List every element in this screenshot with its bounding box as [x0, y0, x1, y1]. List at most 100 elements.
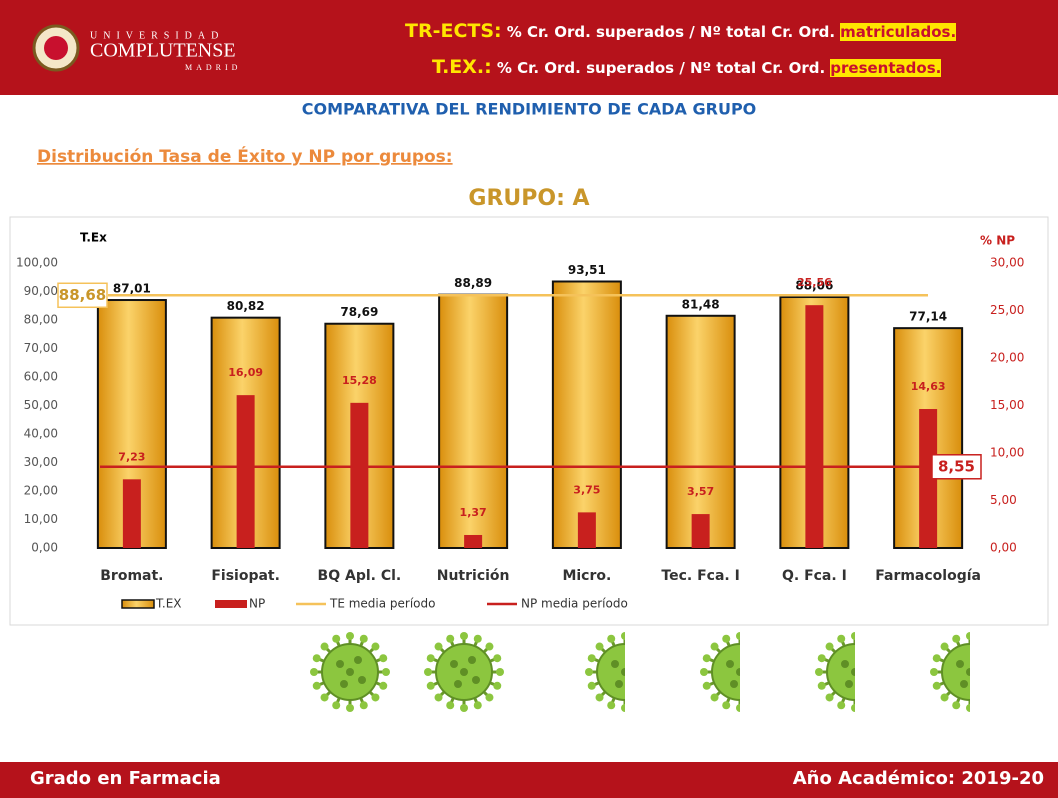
- data-label: 87,01: [113, 282, 151, 296]
- virus-spike-tip: [493, 654, 501, 662]
- y-tick-label: 80,00: [24, 313, 58, 327]
- y-tick-label: 90,00: [24, 284, 58, 298]
- virus-spike-tip: [310, 668, 318, 676]
- data-label: 78,69: [340, 305, 378, 319]
- virus-spot: [726, 660, 734, 668]
- virus-spike-tip: [815, 668, 823, 676]
- virus-spike: [758, 647, 765, 654]
- virus-spike-tip: [435, 693, 443, 701]
- y2-tick-label: 5,00: [990, 493, 1017, 507]
- virus-spike-tip: [876, 693, 884, 701]
- data-label: 7,23: [118, 450, 145, 463]
- reference-label: 88,68: [59, 286, 106, 304]
- legend-label: NP media período: [521, 597, 628, 611]
- virus-spike-tip: [607, 635, 615, 643]
- data-label: 88,89: [454, 276, 492, 290]
- section-label: Distribución Tasa de Éxito y NP por grup…: [37, 145, 453, 167]
- x-tick-label: Tec. Fca. I: [661, 568, 739, 584]
- virus-spike-tip: [837, 635, 845, 643]
- legend-swatch: [122, 600, 154, 608]
- virus-spike-tip: [585, 668, 593, 676]
- virus-spike-tip: [711, 693, 719, 701]
- virus-spot: [468, 656, 476, 664]
- virus-spot: [851, 668, 859, 676]
- data-label: 81,48: [682, 297, 720, 311]
- virus-spot: [956, 660, 964, 668]
- virus-spot: [346, 668, 354, 676]
- logo-name: COMPLUTENSE: [90, 40, 236, 62]
- virus-spike-tip: [700, 668, 708, 676]
- virus-spike-tip: [933, 654, 941, 662]
- virus-spot: [841, 660, 849, 668]
- chart-title: GRUPO: A: [468, 186, 589, 211]
- data-label: 80,82: [227, 299, 265, 313]
- virus-spike-tip: [966, 632, 974, 640]
- data-label: 1,37: [460, 506, 487, 519]
- virus-spike: [873, 647, 880, 654]
- virus-spike-tip: [991, 643, 999, 651]
- virus-spike-tip: [884, 654, 892, 662]
- virus-spike-tip: [980, 635, 988, 643]
- data-label: 93,51: [568, 263, 606, 277]
- data-label: 16,09: [228, 366, 263, 379]
- bar: [350, 403, 368, 548]
- y-axis-title: T.Ex: [80, 231, 107, 245]
- x-tick-label: Fisiopat.: [211, 568, 280, 584]
- virus-spot: [629, 656, 637, 664]
- virus-spike-tip: [887, 668, 895, 676]
- virus-spike-tip: [966, 704, 974, 712]
- virus-spike-tip: [826, 643, 834, 651]
- virus-spike-tip: [818, 682, 826, 690]
- virus-spike-tip: [607, 701, 615, 709]
- chart: UNIVERSIDAD COMPLUTENSE MADRID COMPARATI…: [0, 0, 1058, 798]
- footer-right: Año Académico: 2019-20: [793, 768, 1044, 789]
- virus-spot: [736, 668, 744, 676]
- virus-spike-tip: [654, 654, 662, 662]
- virus-spot: [472, 676, 480, 684]
- definition: TR-ECTS: % Cr. Ord. superados / Nº total…: [405, 20, 956, 42]
- virus-spike-tip: [991, 693, 999, 701]
- virus-spike-tip: [474, 701, 482, 709]
- virus-spike: [994, 682, 1003, 686]
- virus-spike-tip: [460, 632, 468, 640]
- legend-label: T.EX: [155, 597, 182, 611]
- virus-spike: [879, 658, 888, 662]
- y2-tick-label: 15,00: [990, 398, 1024, 412]
- virus-spot: [454, 680, 462, 688]
- virus-spike-tip: [999, 654, 1007, 662]
- virus-spike-tip: [446, 635, 454, 643]
- virus-spike-tip: [313, 682, 321, 690]
- virus-spike-tip: [485, 643, 493, 651]
- virus-spike-tip: [930, 668, 938, 676]
- virus-spike-tip: [621, 632, 629, 640]
- y2-axis-title: % NP: [980, 234, 1015, 248]
- virus-spike-tip: [588, 682, 596, 690]
- virus-spike-tip: [646, 643, 654, 651]
- bar: [805, 305, 823, 548]
- virus-spike-tip: [446, 701, 454, 709]
- virus-spot: [460, 668, 468, 676]
- virus-spike-tip: [360, 701, 368, 709]
- data-label: 15,28: [342, 374, 377, 387]
- virus-spot: [358, 676, 366, 684]
- virus-spike: [980, 696, 984, 705]
- bar: [464, 535, 482, 548]
- virus-spike-tip: [371, 693, 379, 701]
- virus-spot: [621, 668, 629, 676]
- virus-spike-tip: [360, 635, 368, 643]
- bar: [692, 514, 710, 548]
- section-title: COMPARATIVA DEL RENDIMIENTO DE CADA GRUP…: [302, 100, 757, 119]
- footer-left: Grado en Farmacia: [30, 768, 221, 789]
- virus-spike-tip: [460, 704, 468, 712]
- virus-icon: [585, 632, 665, 712]
- slide: UNIVERSIDAD COMPLUTENSE MADRID COMPARATI…: [0, 0, 1058, 798]
- virus-spike: [994, 658, 1003, 662]
- virus-spot: [748, 676, 756, 684]
- virus-spike-tip: [346, 632, 354, 640]
- virus-spike-tip: [750, 635, 758, 643]
- bar: [123, 479, 141, 548]
- virus-spike-tip: [769, 682, 777, 690]
- virus-icon: [815, 632, 895, 712]
- virus-spike-tip: [379, 654, 387, 662]
- virus-spike-tip: [621, 704, 629, 712]
